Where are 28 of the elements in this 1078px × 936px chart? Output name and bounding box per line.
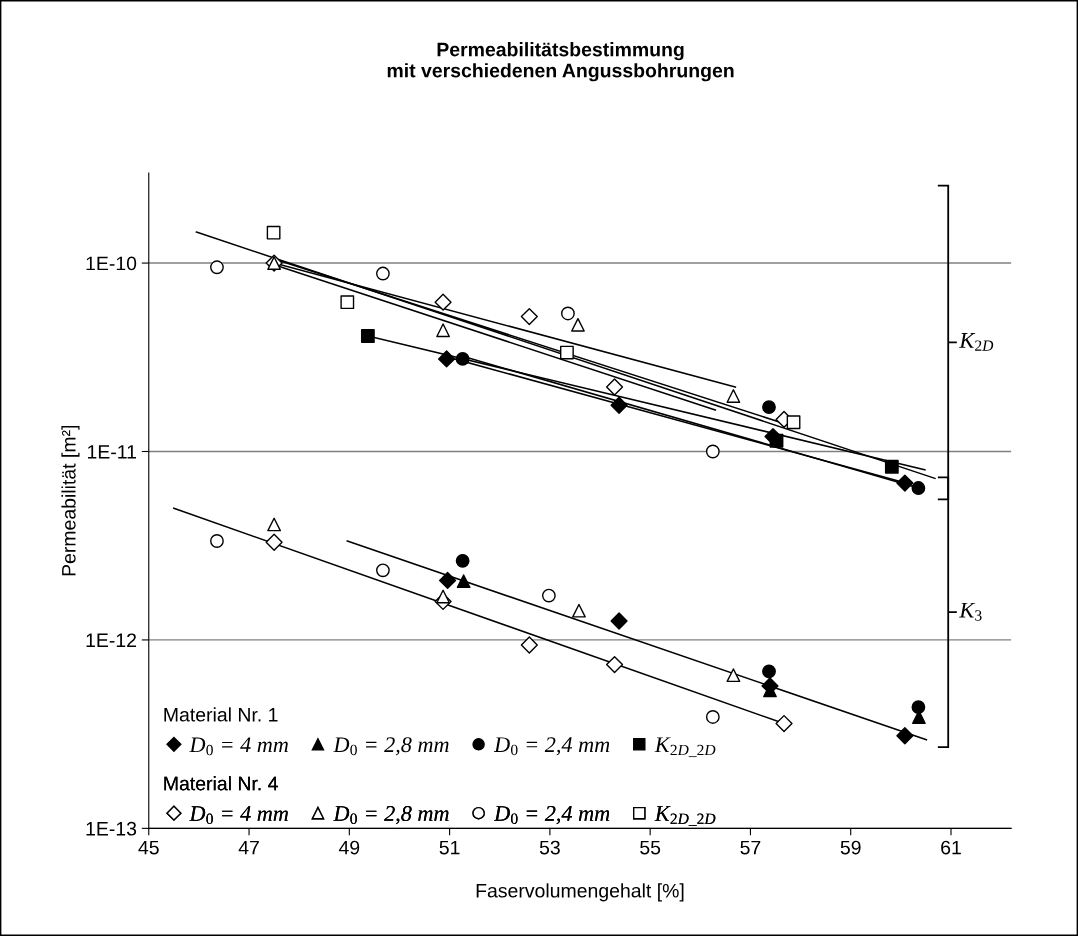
x-tick-label: 47 xyxy=(238,840,259,855)
y-tick-label: 1E-13 xyxy=(86,821,137,836)
legend-label: D$_{0}$ = 2,4 mm xyxy=(493,737,610,756)
x-tick-label: 57 xyxy=(740,840,761,855)
x-tick-label: 59 xyxy=(840,840,861,855)
legend-label: K$_{2D_2D}$ xyxy=(654,806,716,826)
y-axis-title: Permeabilität [m²] xyxy=(61,425,80,576)
y-tick-label: 1E-12 xyxy=(86,633,136,647)
annotation: Material Nr. 4 xyxy=(164,776,278,791)
x-tick-label: 49 xyxy=(338,840,360,855)
legend-label: D$_{0}$ = 4 mm xyxy=(189,806,288,825)
x-tick-label: 45 xyxy=(138,840,159,855)
x-tick-label: 61 xyxy=(941,840,961,855)
legend-label: K$_{2D_2D}$ xyxy=(654,737,716,758)
x-tick-label: 55 xyxy=(640,840,661,855)
annotation: Material Nr. 1 xyxy=(164,707,278,722)
x-tick-label: 53 xyxy=(539,840,560,855)
y-tick-label: 1E-10 xyxy=(86,256,137,271)
legend-label: D$_{0}$ = 4 mm xyxy=(189,737,288,756)
x-tick-label: 51 xyxy=(439,840,460,855)
annotation: K$_{2D}$ xyxy=(959,333,994,351)
y-tick-label: 1E-11 xyxy=(87,445,137,459)
x-axis-title: Faservolumengehalt [%] xyxy=(476,883,684,902)
legend-label: D$_{0}$ = 2,4 mm xyxy=(493,806,610,825)
chart-title: Permeabilitätsbestimmung mit verschiedenen Angussbohrungen xyxy=(387,42,734,82)
legend-label: D$_{0}$ = 2,8 mm xyxy=(333,806,449,825)
legend-label: D$_{0}$ = 2,8 mm xyxy=(333,737,449,756)
annotation: K$_{3}$ xyxy=(959,602,982,621)
